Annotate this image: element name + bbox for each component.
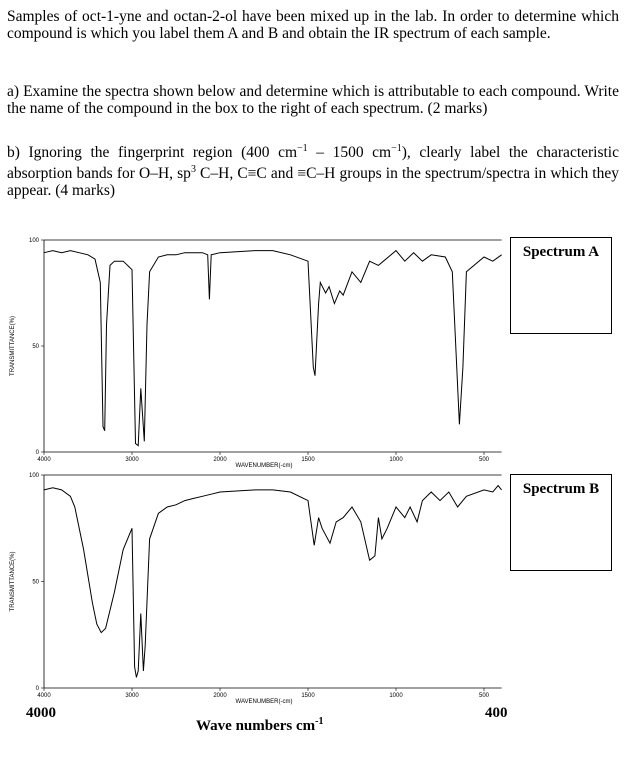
x-tick-label: 1000 [389, 693, 403, 699]
y-tick-label: 0 [36, 686, 40, 692]
x-axis-label: WAVENUMBER(-cm) [236, 463, 293, 469]
spectrum-line [43, 249, 502, 447]
sup: −1 [391, 143, 402, 154]
x-tick-label: 500 [479, 693, 490, 699]
text: C–H, C≡C and ≡C–H groups in the spectrum… [7, 165, 619, 200]
y-tick-label: 50 [32, 580, 39, 586]
x-tick-label: 500 [479, 457, 490, 463]
x-tick-label: 1000 [389, 457, 403, 463]
x-tick-label: 2000 [213, 693, 227, 699]
answer-box: Spectrum A [510, 237, 612, 334]
x-tick-label: 1500 [301, 693, 315, 699]
answer-box: Spectrum B [510, 474, 612, 571]
x-axis-label: WAVENUMBER(-cm) [236, 699, 293, 705]
text: ), clearly label the characteristic abso… [7, 144, 619, 183]
sup: -1 [315, 716, 324, 727]
y-axis-label: TRANSMITTANCE(%) [10, 552, 16, 612]
part-a: a) Examine the spectra shown below and d… [7, 83, 619, 117]
y-tick-label: 0 [36, 450, 40, 456]
y-tick-label: 100 [29, 473, 40, 479]
footer-left: 4000 [26, 705, 56, 721]
axis-title: Wave numbers cm-1 [196, 716, 324, 735]
y-axis-label: TRANSMITTANCE(%) [10, 316, 16, 376]
y-tick-label: 100 [29, 238, 40, 244]
x-tick-label: 3000 [125, 693, 139, 699]
text: – 1500 cm [307, 144, 392, 162]
sup: 3 [190, 164, 196, 176]
intro: Samples of oct-1-yne and octan-2-ol have… [7, 8, 619, 42]
text: Wave numbers cm [196, 718, 316, 734]
sup: −1 [297, 143, 308, 154]
spectrum-line [43, 484, 502, 678]
x-tick-label: 1500 [301, 457, 315, 463]
y-tick-label: 50 [32, 344, 39, 350]
text: b) Ignoring the fingerprint region (400 … [7, 144, 298, 162]
x-tick-label: 4000 [37, 693, 51, 699]
footer-right: 400 [485, 705, 508, 721]
part-b: b) Ignoring the fingerprint region (400 … [7, 140, 619, 199]
x-tick-label: 2000 [213, 457, 227, 463]
x-tick-label: 3000 [125, 457, 139, 463]
x-tick-label: 4000 [37, 457, 51, 463]
